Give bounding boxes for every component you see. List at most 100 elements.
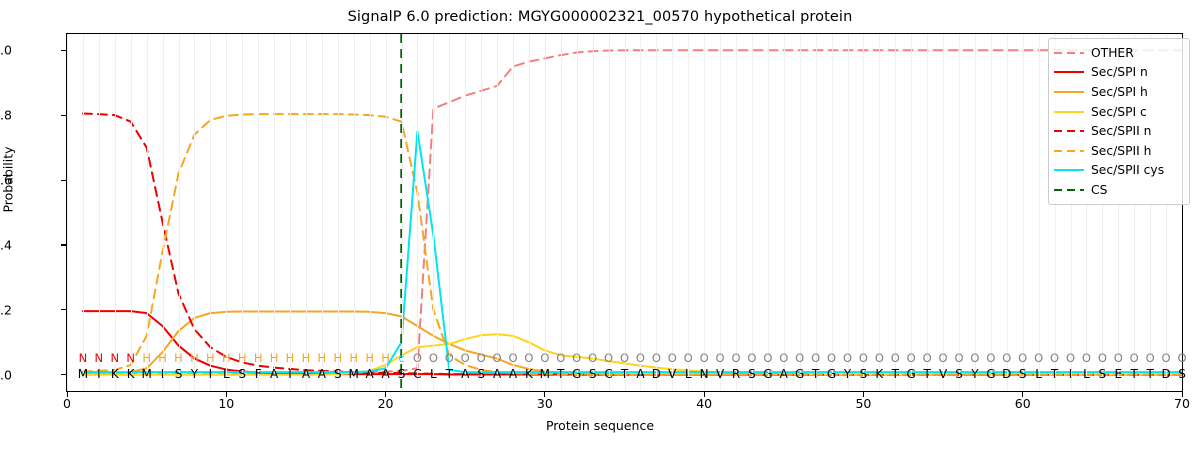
legend-item[interactable]: Sec/SPI n: [1054, 63, 1184, 83]
gridline: [178, 34, 180, 391]
region-label: H: [381, 351, 390, 365]
residue-label: L: [222, 367, 230, 381]
legend-swatch-icon: [1054, 67, 1084, 77]
gridline: [656, 34, 658, 391]
x-tick-label: 60: [1014, 396, 1031, 411]
x-tick-mark: [225, 392, 227, 397]
gridline: [943, 34, 945, 391]
region-label: O: [540, 351, 550, 365]
residue-label: T: [1146, 367, 1154, 381]
residue-label: G: [763, 367, 773, 381]
gridline: [449, 34, 451, 391]
residue-label: S: [1018, 367, 1027, 381]
gridline: [688, 34, 690, 391]
residue-label: C: [413, 367, 422, 381]
legend-item[interactable]: Sec/SPII cys: [1054, 161, 1184, 181]
gridline: [783, 34, 785, 391]
gridline: [513, 34, 514, 391]
gridline: [1022, 34, 1024, 391]
legend-item[interactable]: CS: [1054, 180, 1184, 200]
residue-label: E: [1114, 367, 1123, 381]
residue-label: K: [126, 367, 135, 381]
gridline: [799, 34, 801, 391]
region-label: O: [970, 351, 980, 365]
gridline: [592, 34, 594, 391]
region-label: H: [333, 351, 343, 365]
region-label: O: [1018, 351, 1028, 365]
residue-label: T: [1050, 367, 1059, 381]
residue-label: A: [365, 367, 374, 381]
region-label: N: [126, 351, 136, 365]
region-label: N: [94, 351, 104, 365]
legend-item[interactable]: Sec/SPII h: [1054, 141, 1184, 161]
residue-label: V: [668, 367, 677, 381]
region-label: O: [811, 351, 821, 365]
gridline: [895, 34, 897, 391]
region-label: O: [1129, 351, 1139, 365]
residue-label: S: [397, 367, 406, 381]
gridline: [847, 34, 849, 391]
x-tick-mark: [66, 392, 68, 397]
y-tick-label: 0.0: [0, 367, 12, 383]
y-tick-label: 0.4: [0, 237, 12, 253]
residue-label: V: [715, 367, 725, 381]
residue-label: I: [208, 367, 213, 381]
region-label: c: [398, 351, 405, 365]
gridline: [258, 34, 260, 391]
region-label: O: [954, 351, 964, 365]
region-label: H: [301, 351, 311, 365]
residue-label: S: [748, 367, 756, 381]
region-label: H: [269, 351, 279, 365]
residue-label: L: [430, 367, 437, 381]
gridline: [433, 34, 435, 391]
region-label: O: [1113, 351, 1123, 365]
legend-label: Sec/SPI h: [1091, 84, 1148, 99]
residue-label: D: [1002, 367, 1012, 381]
gridline: [162, 34, 164, 391]
gridline: [114, 34, 116, 391]
residue-label: I: [97, 367, 101, 381]
y-tick-label: 0.2: [0, 302, 12, 318]
residue-label: S: [1098, 367, 1107, 381]
legend-label: Sec/SPI c: [1091, 104, 1147, 119]
gridline: [528, 34, 530, 391]
residue-label: T: [923, 367, 931, 381]
residue-label: A: [492, 367, 502, 381]
x-tick-mark: [1022, 392, 1024, 397]
gridline: [226, 34, 228, 391]
residue-label: M: [539, 367, 551, 381]
gridline: [82, 34, 84, 391]
residue-label: S: [955, 367, 963, 381]
region-label: O: [524, 351, 534, 365]
residue-label: T: [1130, 367, 1138, 381]
gridline: [624, 34, 626, 391]
legend-item[interactable]: OTHER: [1054, 43, 1184, 63]
legend-item[interactable]: Sec/SPII n: [1054, 121, 1184, 141]
curve-sec-spii-cys: [81, 130, 1182, 374]
region-label: O: [588, 351, 598, 365]
residue-label: F: [254, 367, 262, 381]
y-tick-mark: [61, 179, 66, 181]
legend-item[interactable]: Sec/SPI c: [1054, 102, 1184, 122]
gridline: [1006, 34, 1008, 391]
legend-label: Sec/SPII h: [1091, 143, 1152, 158]
y-tick-mark: [61, 309, 66, 311]
region-label: O: [1145, 351, 1155, 365]
gridline: [1166, 34, 1168, 391]
region-label: O: [667, 351, 677, 365]
gridline: [879, 34, 881, 391]
gridline: [767, 34, 769, 391]
gridline: [1054, 34, 1056, 391]
legend-label: Sec/SPI n: [1091, 65, 1148, 80]
gridline: [544, 34, 546, 391]
gridline: [481, 34, 483, 391]
region-label: O: [476, 351, 486, 365]
gridline: [736, 34, 737, 391]
legend-item[interactable]: Sec/SPI h: [1054, 82, 1184, 102]
region-label: H: [221, 351, 231, 365]
residue-label: M: [141, 367, 152, 381]
residue-label: A: [461, 367, 470, 381]
residue-label: K: [524, 367, 533, 381]
region-label: O: [890, 351, 900, 365]
residue-label: L: [1083, 367, 1090, 381]
